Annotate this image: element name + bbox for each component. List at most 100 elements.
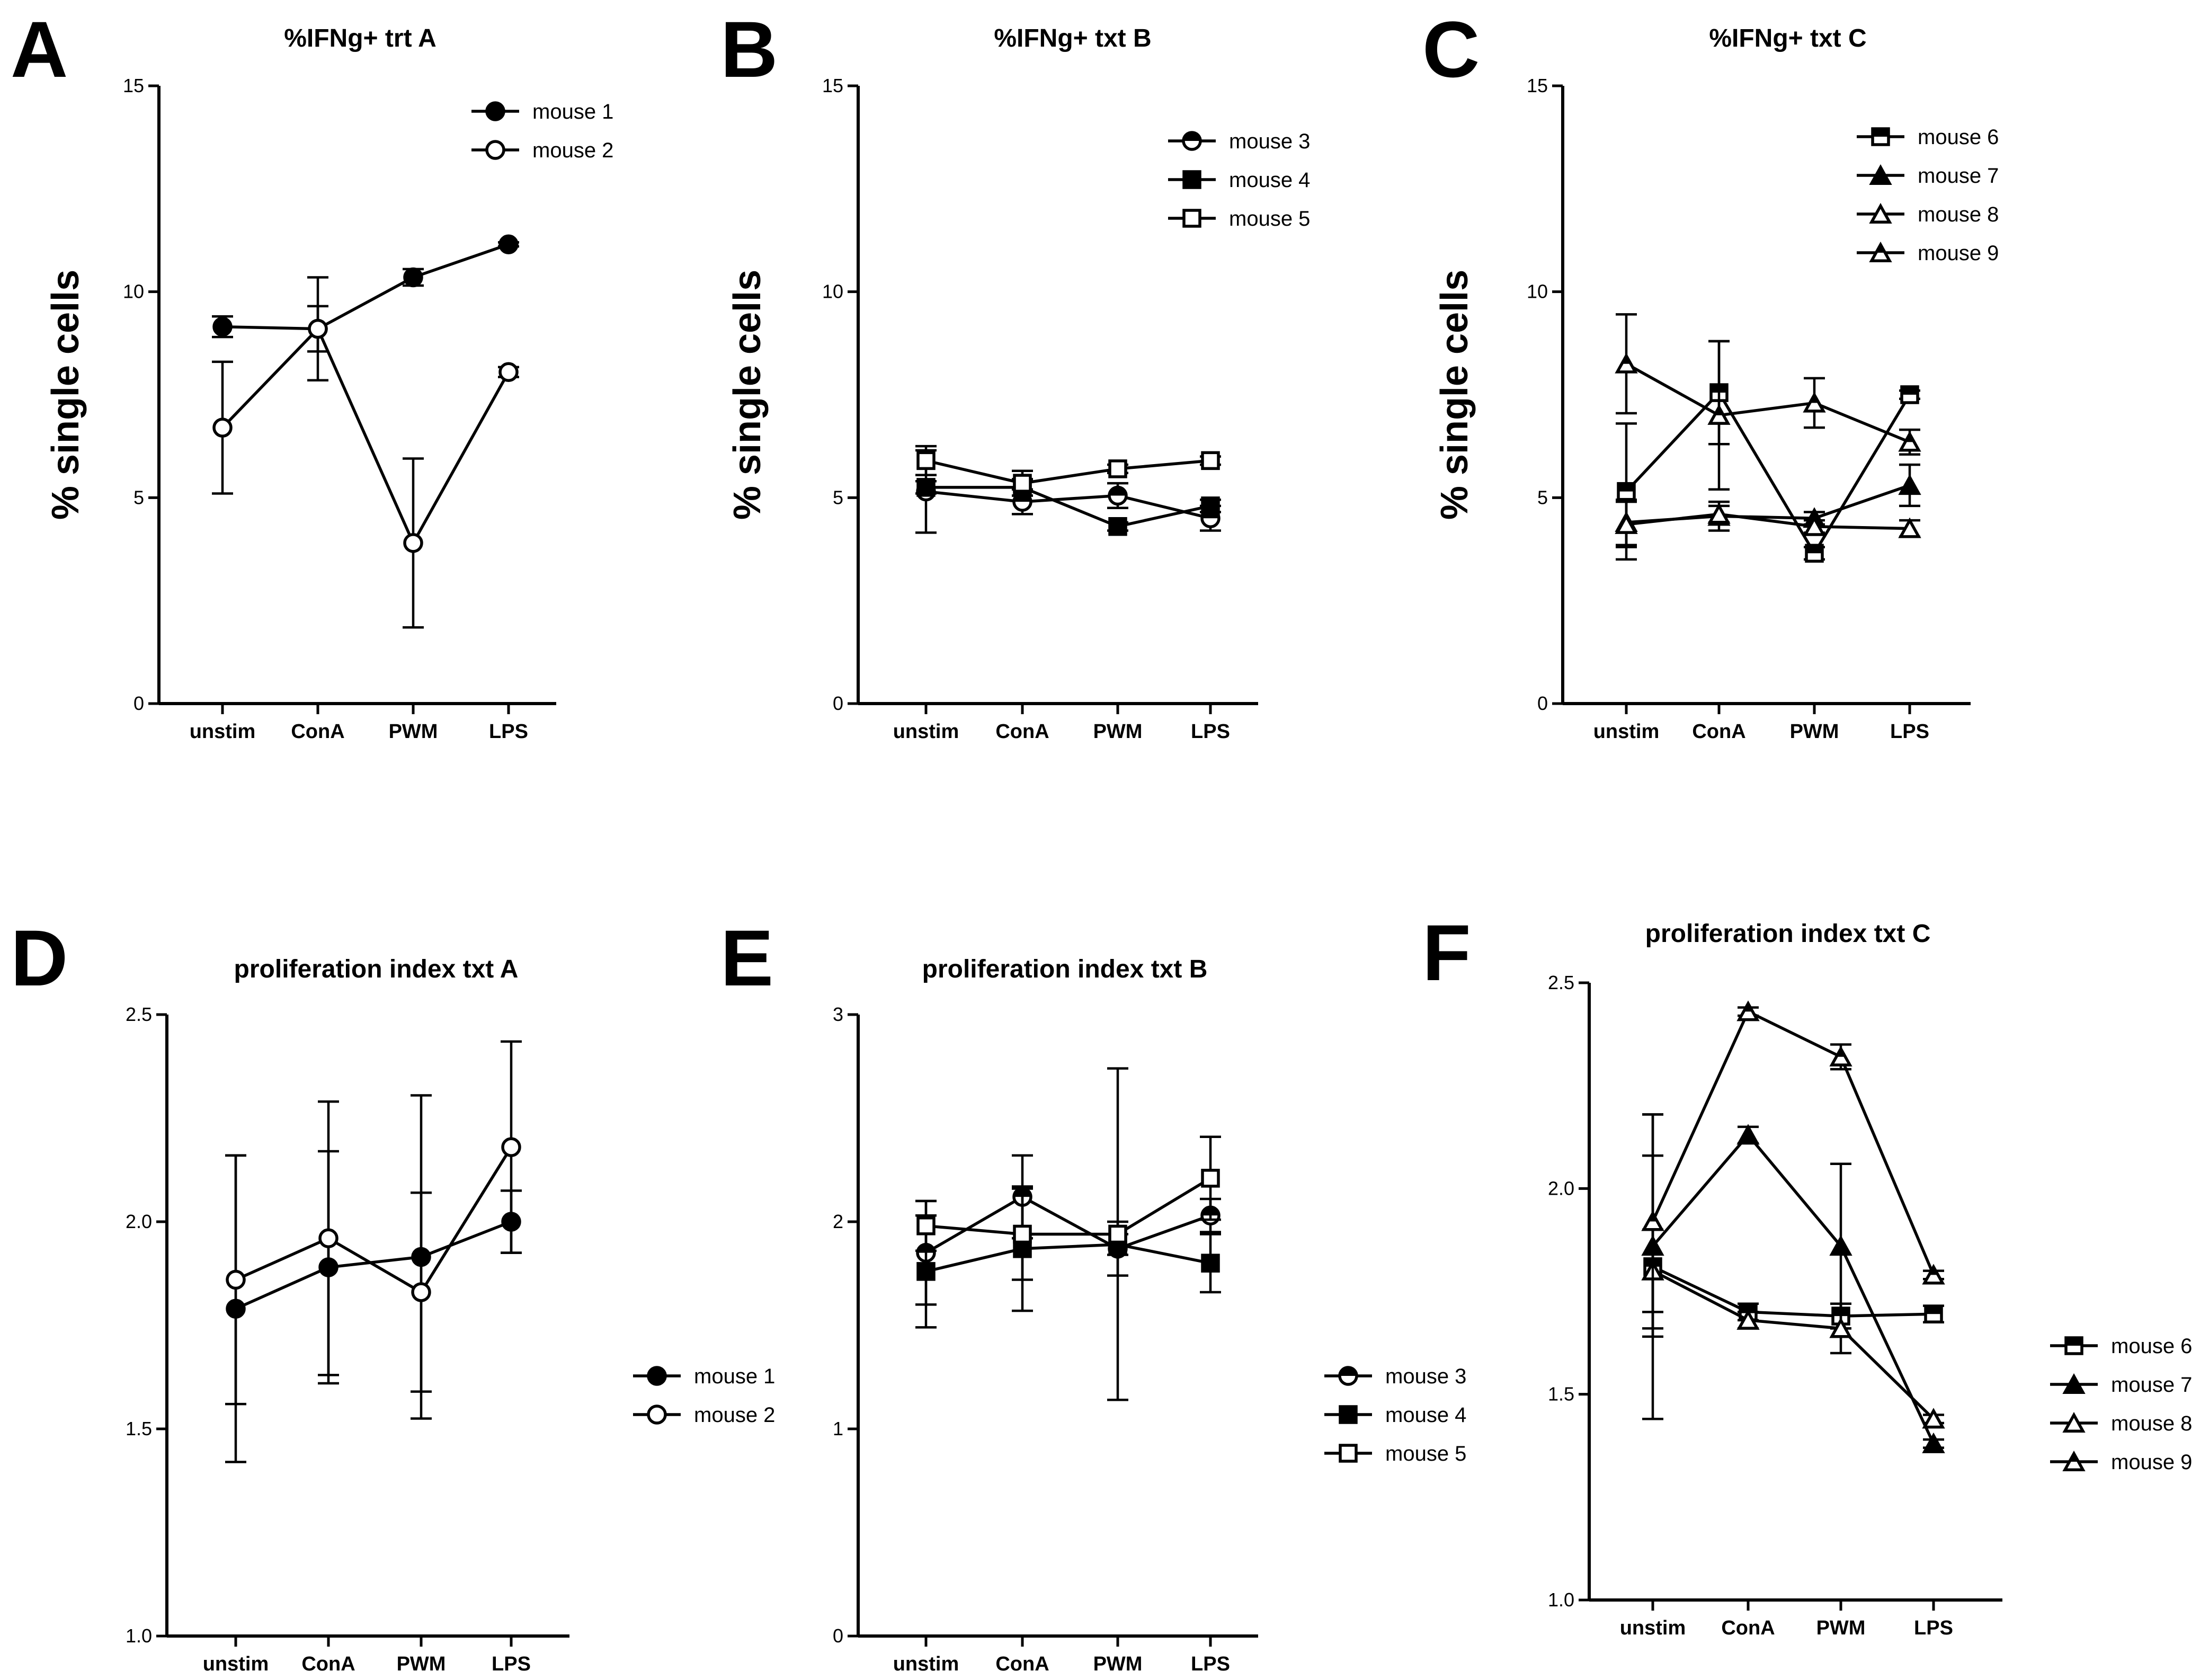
x-tick-label: PWM [1093,1653,1143,1675]
legend-label: mouse 5 [1385,1442,1466,1465]
data-point [1108,1224,1127,1244]
marker-half-fill [1622,355,1631,364]
marker-outline [1339,1405,1358,1424]
legend-label: mouse 2 [694,1403,775,1427]
series-mouse-5 [915,445,1221,497]
y-tick-label: 3 [833,1003,843,1025]
legend-label: mouse 8 [1918,203,1999,226]
y-tick-label: 10 [822,281,843,303]
series-line [1651,1133,1935,1445]
data-point [1108,485,1128,506]
marker-outline [212,417,233,438]
legend-marker [485,101,505,121]
data-point [411,1282,431,1302]
marker-outline [411,1282,431,1302]
chart-title: proliferation index txt C [1645,920,1931,948]
legend-item: mouse 4 [1324,1403,1466,1427]
x-tick-label: LPS [1914,1617,1953,1639]
legend-marker [2062,1451,2086,1472]
marker-outline [1898,474,1921,495]
legend-marker [1339,1405,1358,1424]
x-tick-label: LPS [489,721,528,743]
y-tick-label: 0 [133,692,144,714]
x-tick-label: unstim [893,1653,959,1675]
y-tick-label: 15 [123,75,144,96]
data-point [1641,1210,1664,1231]
marker-half-fill [1836,1048,1846,1057]
series-line [925,1195,1211,1255]
legend-label: mouse 5 [1229,207,1310,230]
panel-letter: A [11,5,68,94]
marker-outline [1869,164,1892,185]
y-tick-label: 2.5 [126,1003,152,1025]
data-point [1201,451,1220,470]
data-point [403,533,423,553]
series-mouse-9 [1641,1000,1945,1330]
series-mouse-5 [915,1067,1221,1401]
x-tick-label: ConA [1692,721,1745,743]
chart-panel-a: A %IFNg+ trt A 0 5 10 15 unstim ConA PWM LPS % sin… [11,5,613,743]
marker-half-fill [1740,1304,1756,1312]
data-point [1803,392,1826,413]
y-axis-label: % single cells [726,270,769,520]
y-axis-label: % single cells [44,270,87,520]
legend: mouse 1 mouse 2 [633,1365,775,1427]
marker-outline [916,1216,936,1235]
marker-outline [1108,517,1127,536]
marker-outline [1013,1224,1032,1244]
x-tick-label: ConA [1721,1617,1775,1639]
x-tick-label: ConA [301,1653,355,1675]
legend-label: mouse 1 [694,1365,775,1388]
data-point [1108,459,1127,478]
marker-half-fill [1902,387,1918,395]
x-tick-label: LPS [1191,721,1230,743]
legend-marker [1182,131,1202,151]
marker-half-fill [1905,434,1914,442]
panel-letter: E [720,913,773,1002]
series-mouse-1 [225,1094,522,1463]
data-point [916,451,936,470]
x-tick-label: LPS [1890,721,1929,743]
y-tick-label: 5 [1537,486,1548,508]
data-point [916,1216,936,1235]
data-point [1829,1045,1852,1066]
y-tick-label: 1.5 [126,1418,152,1439]
legend-label: mouse 2 [532,139,613,162]
marker-outline [318,1228,339,1249]
data-point [1898,474,1921,495]
legend-label: mouse 3 [1229,130,1310,153]
series-mouse-4 [915,478,1221,536]
marker-outline [2062,1373,2086,1394]
marker-outline [226,1269,246,1290]
data-point [1922,1264,1945,1285]
data-point [1736,1309,1760,1330]
x-tick-label: unstim [1593,721,1660,743]
data-point [1898,431,1921,452]
y-tick-label: 2.0 [126,1211,152,1232]
marker-outline [916,1262,936,1281]
y-tick-label: 0 [1537,692,1548,714]
x-tick-label: LPS [1191,1653,1230,1675]
series-mouse-4 [915,1185,1221,1329]
legend-item: mouse 6 [2050,1335,2192,1358]
data-point [1829,1317,1852,1338]
data-point [1922,1408,1945,1429]
marker-half-fill [1109,487,1126,496]
marker-half-fill [1806,545,1822,554]
marker-outline [1707,404,1731,425]
legend-item: mouse 8 [1857,203,1999,226]
data-point [1013,474,1032,493]
series-line [1652,1269,1935,1420]
data-point [1201,1169,1220,1188]
chart-title: proliferation index txt A [234,955,519,983]
legend-marker [1182,170,1201,189]
legend-marker [647,1405,667,1425]
marker-half-fill [1714,407,1724,415]
marker-outline [1641,1210,1664,1231]
x-tick-label: ConA [995,1653,1049,1675]
legend-item: mouse 2 [633,1403,775,1427]
marker-outline [485,101,505,121]
x-tick-label: PWM [1790,721,1839,743]
marker-outline [1182,170,1201,189]
